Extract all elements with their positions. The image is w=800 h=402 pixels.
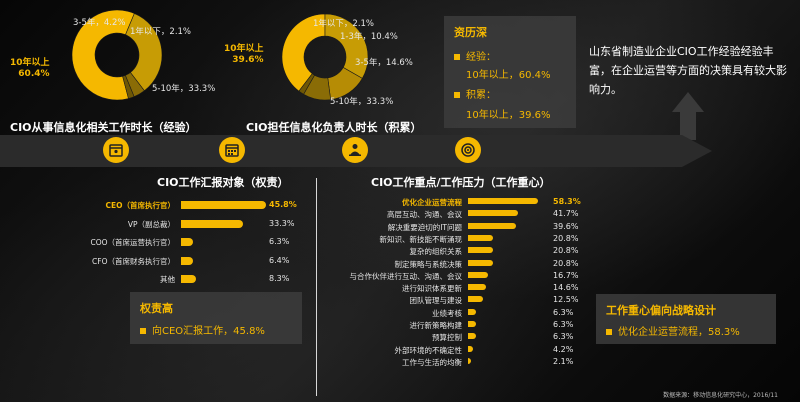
authority-box-line: 向CEO汇报工作，45.8% (140, 322, 265, 337)
experience-line1-label: 经验： (454, 48, 496, 63)
bar (468, 259, 493, 266)
source-note: 数据来源：移动信息化研究中心，2016/11 (663, 392, 778, 399)
bar-value-label: 39.6% (553, 221, 579, 231)
bar-value-label: 14.6% (553, 283, 579, 293)
pie1-label-1: 5-10年，33.3% (152, 84, 216, 94)
bar-label: 高层互动、沟通、会议 (387, 210, 462, 220)
bar (468, 357, 471, 364)
bar-value-label: 6.3% (553, 307, 574, 317)
authority-box-title: 权责高 (140, 302, 173, 315)
pie1-label-2: 3-5年，4.2% (73, 18, 126, 28)
bar-label: CEO（首席执行官） (105, 201, 175, 210)
bar-label: 其他 (160, 275, 175, 284)
authority-box: 权责高 向CEO汇报工作，45.8% (130, 292, 302, 344)
bar-value-label: 58.3% (553, 197, 581, 206)
timeline-arrow-stem (680, 110, 696, 140)
bar-value-label: 20.8% (553, 258, 579, 268)
experience-line2-value: 10年以上，39.6% (466, 110, 551, 121)
bar-value-label: 20.8% (553, 246, 579, 256)
calendar-icon (219, 137, 245, 163)
divider (316, 178, 317, 396)
bar-label: 复杂的组织关系 (409, 247, 463, 257)
focus-box-line: 优化企业运营流程，58.3% (606, 323, 740, 338)
bar (468, 210, 519, 217)
bar (468, 198, 538, 204)
experience-line2-label: 积累： (454, 86, 496, 101)
pie2-label-3: 1-3年，10.4% (340, 32, 398, 42)
bar-label: VP（副总裁） (127, 219, 175, 229)
bar (181, 275, 197, 283)
bar-label: 外部环境的不确定性 (394, 345, 463, 355)
bar-value-label: 33.3% (269, 218, 295, 228)
bar-value-label: 8.3% (269, 274, 290, 283)
bar-value-label: 6.3% (553, 320, 574, 329)
pie1-title: CIO从事信息化相关工作时长（经验） (10, 121, 197, 134)
pie2-label-1: 5-10年，33.3% (330, 97, 394, 107)
pie-accumulation (282, 14, 368, 100)
experience-line1-value: 10年以上，60.4% (466, 70, 551, 81)
bar (181, 201, 267, 209)
bar-value-label: 41.7% (553, 209, 579, 219)
bar-value-label: 12.5% (553, 295, 579, 305)
experience-box: 资历深 经验： 10年以上，60.4% 积累： 10年以上，39.6% (444, 16, 576, 128)
pie-slice-3 (122, 74, 135, 99)
pie1-label-3: 1年以下，2.1% (130, 27, 192, 37)
pie2-title: CIO担任信息化负责人时长（积累） (246, 121, 422, 134)
bar-value-label: 6.4% (269, 255, 290, 265)
bar (468, 345, 474, 352)
focus-chart-title: CIO工作重点/工作压力（工作重心） (371, 176, 551, 189)
bar (181, 238, 193, 246)
report-chart-title: CIO工作汇报对象（权责） (157, 176, 289, 189)
bar-label: 制定策略与系统决策 (394, 259, 463, 269)
presenter-icon (342, 137, 368, 163)
pie2-label-4: 1年以下，2.1% (313, 19, 375, 29)
bar-label: 解决重要迫切的IT问题 (387, 222, 462, 232)
bar-label: CFO（首席财务执行官） (92, 256, 175, 266)
bar (468, 234, 493, 241)
calendar-person-icon (103, 137, 129, 163)
summary-note: 山东省制造业企业CIO工作经验经验丰富，在企业运营等方面的决策具有较大影响力。 (589, 45, 787, 96)
bar-label: 团队管理与建设 (409, 296, 463, 306)
bar-value-label: 4.2% (553, 344, 574, 354)
bar-label: 进行新策略构建 (409, 321, 463, 330)
bar (468, 308, 476, 315)
bar-label: 进行知识体系更新 (402, 284, 462, 294)
pie-slice-0 (282, 14, 326, 92)
bar (468, 284, 486, 291)
pie-slice-1 (125, 13, 162, 92)
bar-label: 与合作伙伴进行互动、沟通、会议 (349, 271, 463, 281)
bar (468, 321, 476, 327)
bar-label: 业绩考核 (432, 308, 462, 318)
bar-label: COO（首席运营执行官） (90, 238, 175, 247)
pie-slice-4 (298, 73, 315, 95)
bar-label: 优化企业运营流程 (402, 198, 462, 207)
bar (468, 222, 516, 229)
experience-box-title: 资历深 (454, 26, 487, 39)
pie1-label-0: 10年以上 60.4% (10, 58, 50, 79)
bar (468, 247, 493, 254)
bar-label: 新知识、新技能不断涌现 (379, 234, 463, 244)
bar-label: 工作与生活的均衡 (402, 357, 462, 367)
bar (181, 219, 243, 228)
bar (468, 271, 489, 278)
pie-experience (72, 10, 162, 100)
focus-box-title: 工作重心偏向战略设计 (606, 304, 716, 317)
bar-value-label: 2.1% (553, 356, 574, 366)
pie2-label-2: 3-5年，14.6% (355, 58, 413, 68)
bar-value-label: 16.7% (553, 270, 579, 280)
bar (468, 296, 483, 303)
bar-value-label: 45.8% (269, 200, 297, 209)
timeline-arrow-head (672, 92, 704, 112)
bar (181, 256, 193, 265)
bar-value-label: 6.3% (269, 237, 290, 246)
pie-slice-0 (72, 10, 135, 100)
target-icon (455, 137, 481, 163)
bar-value-label: 6.3% (553, 332, 574, 342)
pie2-label-0: 10年以上 39.6% (224, 44, 264, 65)
bar-value-label: 20.8% (553, 233, 579, 243)
bar-label: 预算控制 (432, 333, 462, 343)
bar (468, 333, 476, 340)
pie-slice-1 (324, 14, 368, 79)
focus-box: 工作重心偏向战略设计 优化企业运营流程，58.3% (596, 294, 776, 344)
